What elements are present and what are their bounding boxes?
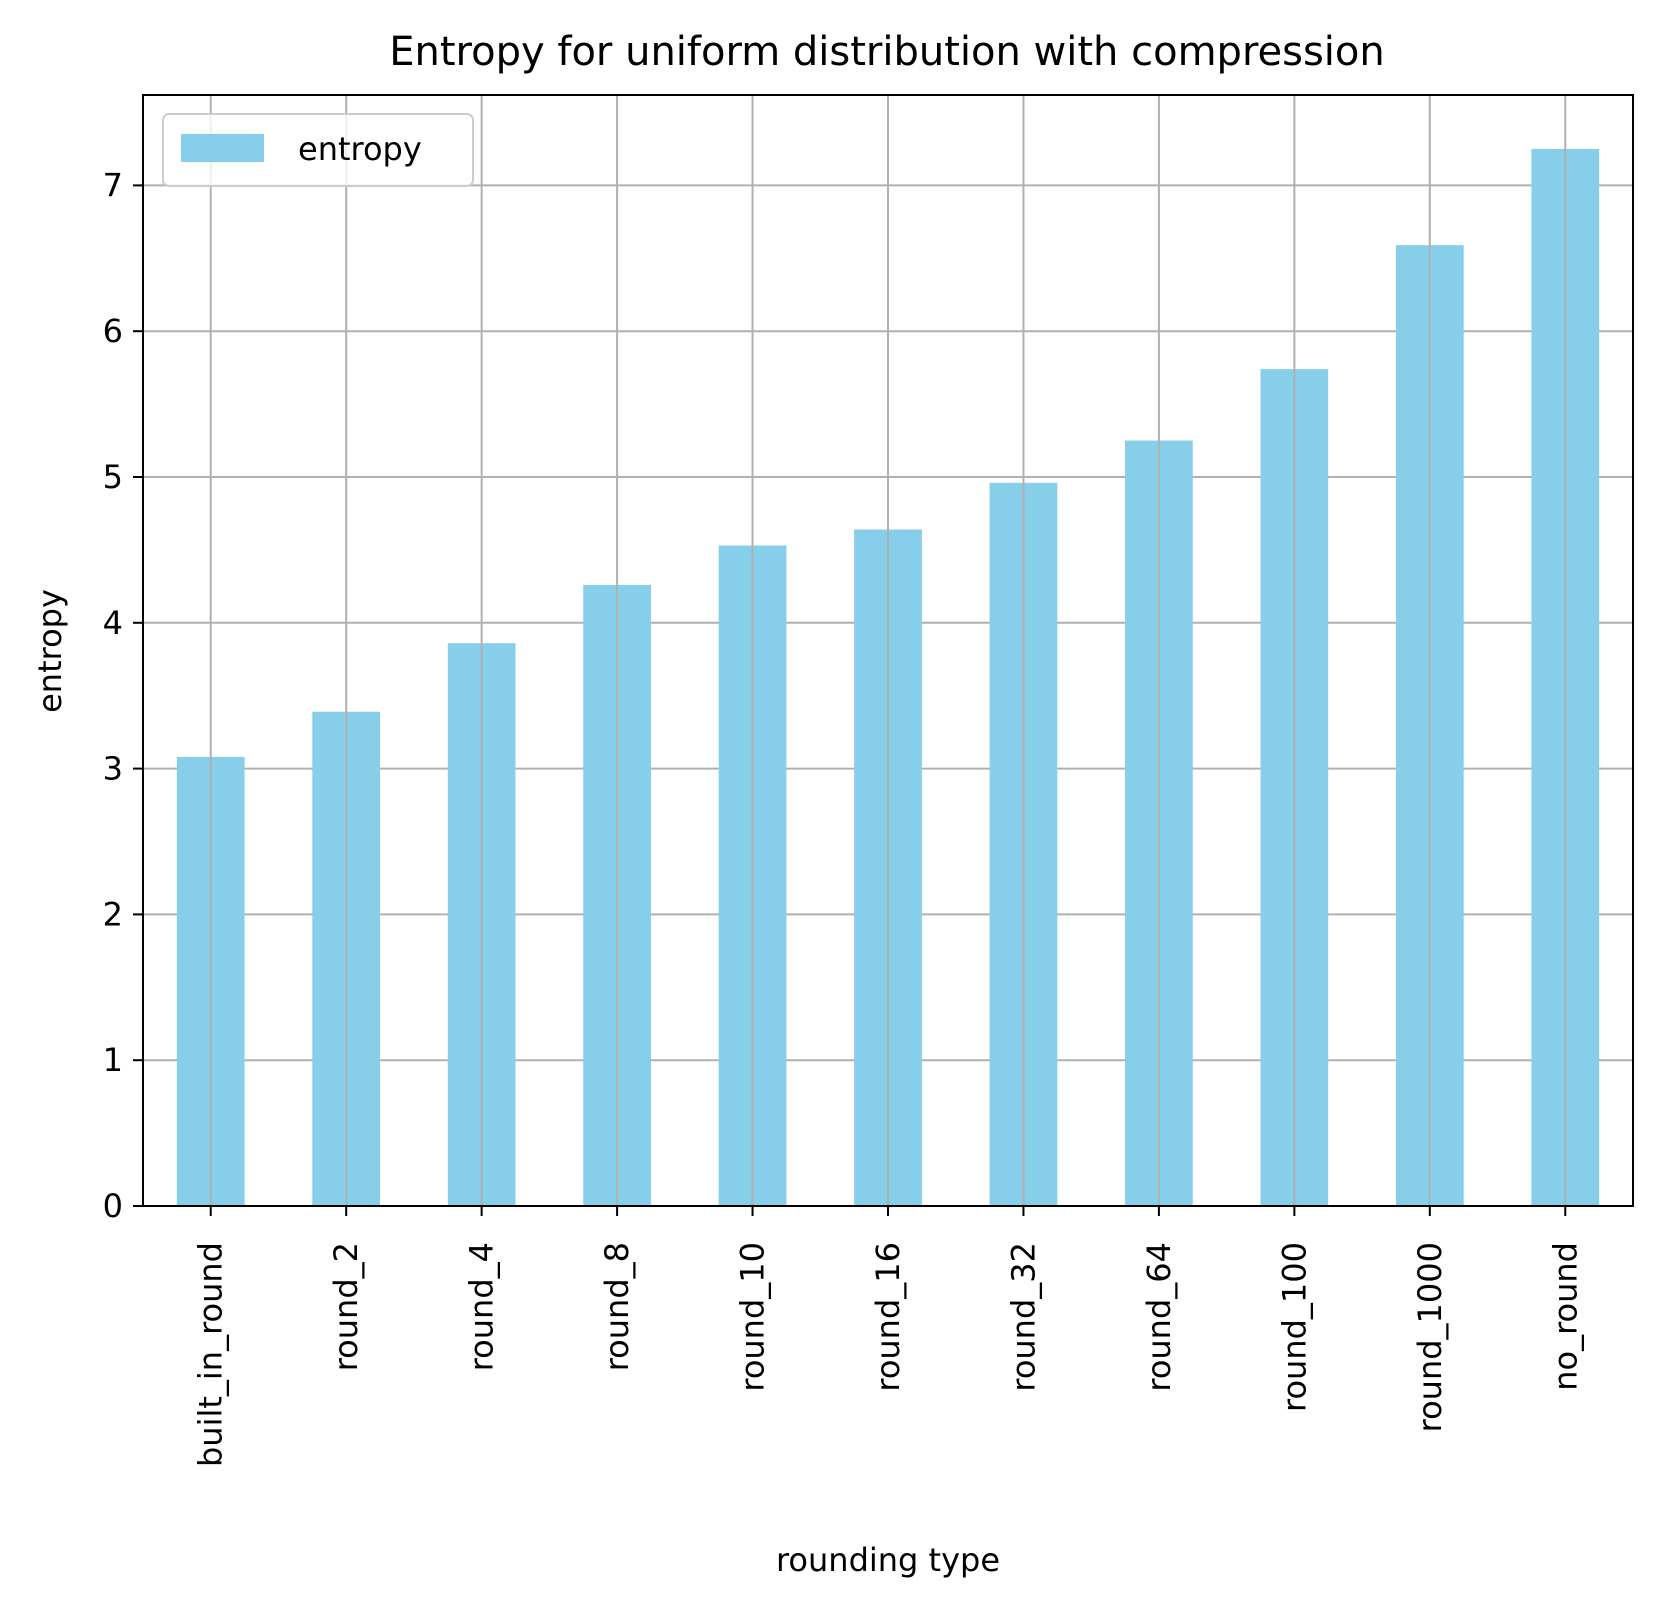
x-tick-label: round_2 bbox=[327, 1242, 365, 1371]
x-tick-label: round_32 bbox=[1004, 1242, 1042, 1392]
y-axis-ticks: 0 1 2 3 4 5 6 7 bbox=[103, 166, 143, 1225]
x-tick-label: round_4 bbox=[463, 1242, 501, 1371]
legend: entropy bbox=[162, 113, 474, 187]
y-tick-label: 7 bbox=[103, 166, 123, 204]
legend-label: entropy bbox=[298, 130, 422, 168]
x-tick-label: round_100 bbox=[1275, 1242, 1313, 1412]
legend-box bbox=[162, 113, 474, 187]
x-axis-label: rounding type bbox=[776, 1541, 1000, 1579]
x-tick-label: no_round bbox=[1546, 1242, 1584, 1391]
y-tick-label: 1 bbox=[103, 1041, 123, 1079]
y-tick-label: 3 bbox=[103, 750, 123, 788]
chart-title: Entropy for uniform distribution with co… bbox=[389, 29, 1385, 75]
x-tick-label: round_16 bbox=[869, 1242, 907, 1392]
legend-swatch bbox=[181, 134, 264, 162]
y-axis-label: entropy bbox=[31, 589, 69, 713]
y-tick-label: 2 bbox=[103, 895, 123, 933]
y-tick-label: 5 bbox=[103, 458, 123, 496]
y-tick-label: 6 bbox=[103, 312, 123, 350]
x-tick-label: built_in_round bbox=[192, 1242, 230, 1467]
vertical-grid-lines bbox=[209, 95, 1567, 1206]
x-tick-label: round_64 bbox=[1140, 1242, 1178, 1392]
x-tick-label: round_1000 bbox=[1411, 1242, 1449, 1432]
x-tick-label: round_8 bbox=[598, 1242, 636, 1371]
y-tick-label: 4 bbox=[103, 604, 123, 642]
y-tick-label: 0 bbox=[103, 1187, 123, 1225]
x-tick-label: round_10 bbox=[734, 1242, 772, 1392]
x-axis-ticks: built_in_round round_2 round_4 round_8 round… bbox=[192, 1206, 1584, 1467]
